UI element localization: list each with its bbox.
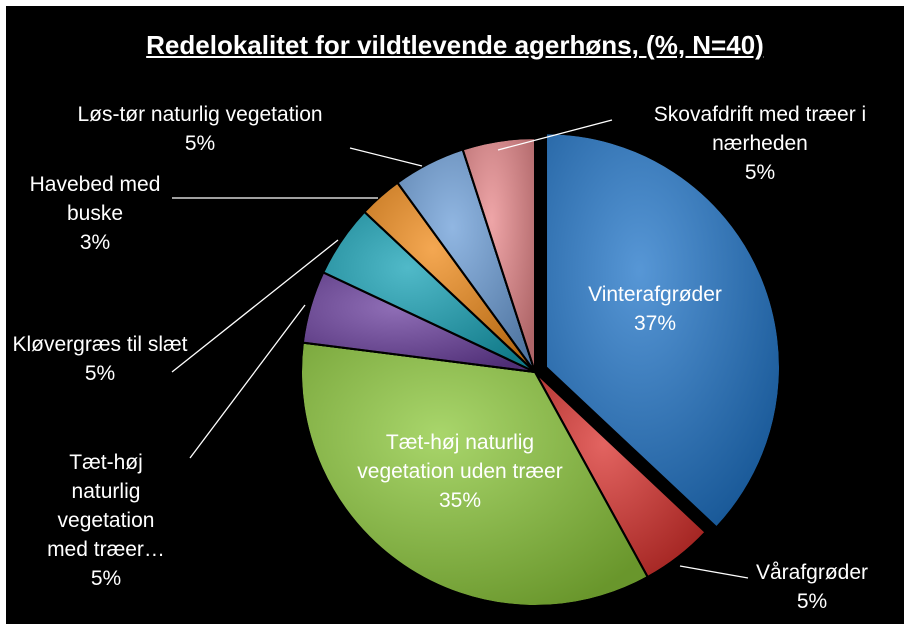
- chart-title: Redelokalitet for vildtlevende agerhøns,…: [146, 30, 764, 60]
- category-label: Skovafdrift med træer i nærheden: [653, 103, 867, 155]
- slice-label: Tæt-høj naturlig vegetation med træer… 5%: [36, 448, 176, 593]
- category-label: Tæt-høj naturlig vegetation uden træer: [357, 431, 563, 483]
- leader-line: [679, 565, 749, 579]
- slice-label: Skovafdrift med træer i nærheden 5%: [610, 100, 910, 187]
- value-label: 37%: [633, 312, 677, 335]
- slice-label: Tæt-høj naturlig vegetation uden træer 35…: [340, 428, 580, 515]
- category-label: Løs-tør naturlig vegetation: [77, 103, 323, 126]
- leader-line: [349, 147, 423, 167]
- value-label: 35%: [438, 489, 482, 512]
- value-label: 5%: [84, 362, 116, 385]
- slice-label: Løs-tør naturlig vegetation 5%: [40, 100, 360, 158]
- leader-line: [497, 119, 613, 151]
- value-label: 5%: [796, 590, 828, 613]
- category-label: Tæt-høj naturlig vegetation med træer…: [47, 451, 165, 561]
- category-label: Vinterafgrøder: [588, 283, 722, 306]
- leader-line: [189, 304, 306, 459]
- value-label: 3%: [79, 231, 111, 254]
- slice-shade: [461, 136, 536, 373]
- slice-shade: [545, 132, 782, 529]
- value-label: 5%: [90, 567, 122, 590]
- slice-shade: [300, 341, 650, 607]
- value-label: 5%: [744, 161, 776, 184]
- slice-label: Kløvergræs til slæt 5%: [10, 330, 190, 388]
- category-label: Havebed med buske: [29, 173, 161, 225]
- leader-line: [171, 239, 339, 373]
- value-label: 5%: [184, 132, 216, 155]
- slice-label: Havebed med buske 3%: [20, 170, 170, 257]
- category-label: Vårafgrøder: [755, 561, 869, 584]
- category-label: Kløvergræs til slæt: [12, 333, 188, 356]
- slice-label: Vinterafgrøder 37%: [555, 280, 755, 338]
- slice-label: Vårafgrøder 5%: [737, 558, 887, 616]
